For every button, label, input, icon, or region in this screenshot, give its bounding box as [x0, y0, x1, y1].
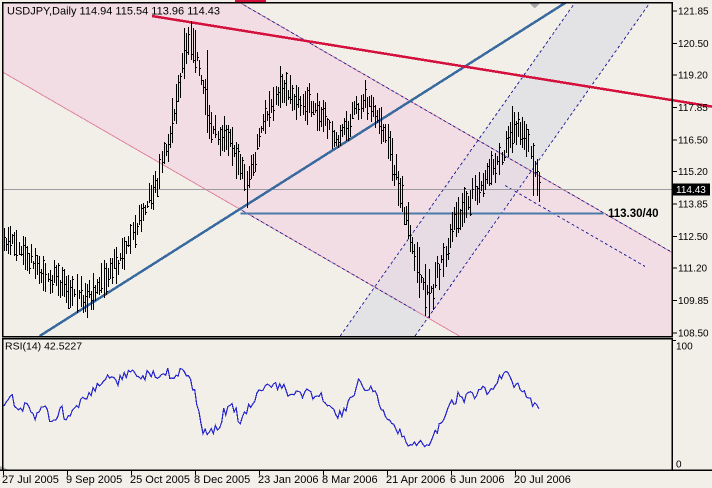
svg-text:8 Dec 2005: 8 Dec 2005 [194, 474, 250, 486]
svg-text:113.85: 113.85 [678, 200, 708, 211]
svg-text:21 Apr 2006: 21 Apr 2006 [386, 474, 445, 486]
svg-text:100: 100 [676, 342, 693, 353]
svg-text:25 Oct 2005: 25 Oct 2005 [130, 474, 190, 486]
svg-text:USDJPY,Daily 114.94 115.54 11: USDJPY,Daily 114.94 115.54 113.96 114.43 [7, 6, 220, 18]
svg-text:6 Jun 2006: 6 Jun 2006 [450, 474, 504, 486]
svg-text:114.43: 114.43 [676, 185, 706, 196]
svg-text:112.50: 112.50 [678, 232, 708, 243]
svg-text:115.20: 115.20 [678, 167, 708, 178]
svg-text:109.85: 109.85 [678, 296, 709, 307]
svg-text:117.85: 117.85 [678, 103, 708, 114]
svg-text:120.50: 120.50 [678, 39, 709, 50]
svg-text:119.20: 119.20 [678, 70, 708, 81]
svg-text:116.50: 116.50 [678, 136, 708, 147]
svg-text:113.30/40: 113.30/40 [608, 208, 659, 220]
svg-text:9 Sep 2005: 9 Sep 2005 [66, 474, 122, 486]
svg-text:111.20: 111.20 [678, 263, 708, 274]
svg-text:121.85: 121.85 [678, 7, 709, 18]
svg-text:8 Mar 2006: 8 Mar 2006 [322, 474, 378, 486]
svg-text:23 Jan 2006: 23 Jan 2006 [258, 474, 319, 486]
svg-text:20 Jul 2006: 20 Jul 2006 [514, 474, 571, 486]
svg-text:108.50: 108.50 [678, 329, 709, 340]
svg-text:RSI(14) 42.5227: RSI(14) 42.5227 [5, 341, 82, 353]
svg-text:0: 0 [676, 460, 682, 471]
svg-text:27 Jul 2005: 27 Jul 2005 [2, 474, 59, 486]
